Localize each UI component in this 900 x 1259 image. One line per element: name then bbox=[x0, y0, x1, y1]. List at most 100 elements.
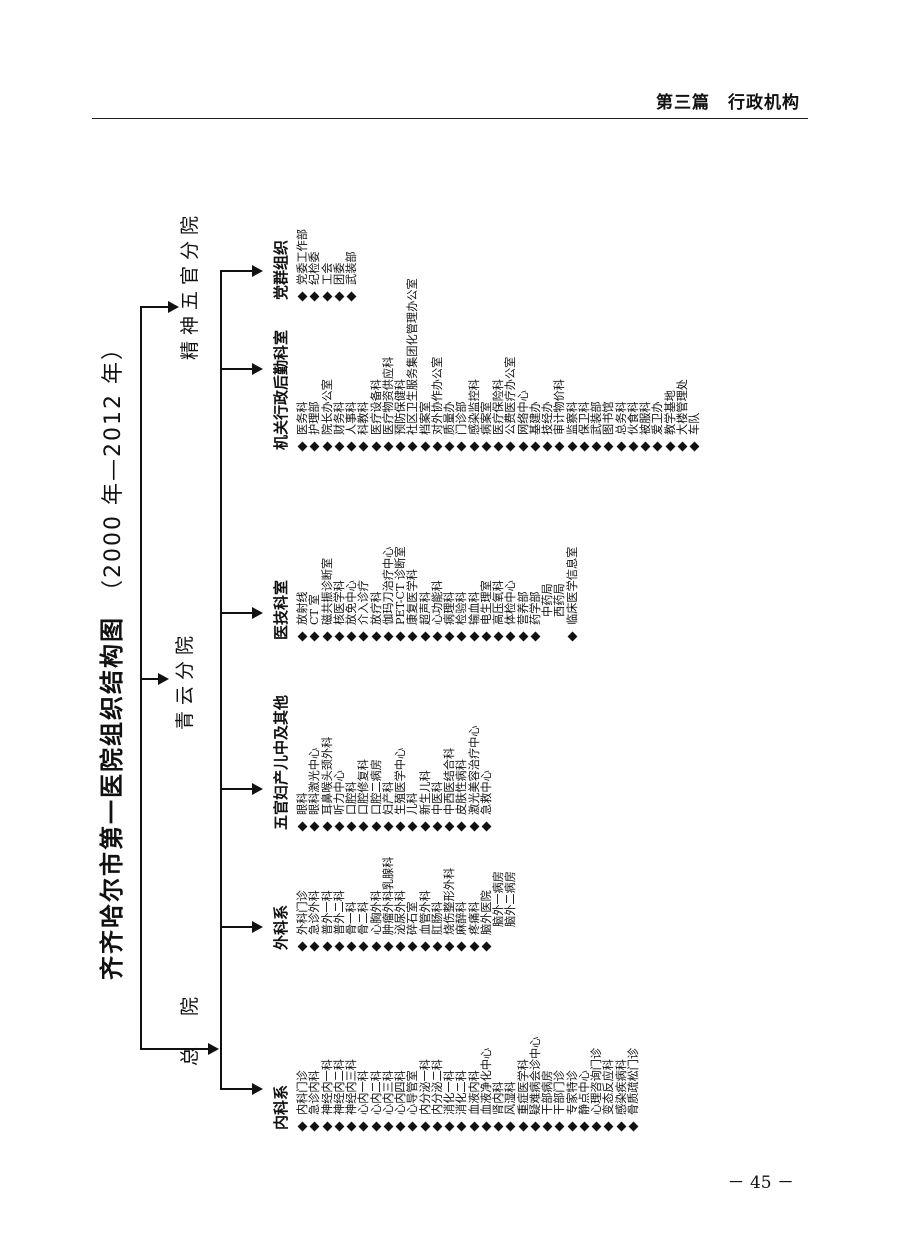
diamond-bullet-icon bbox=[591, 1121, 602, 1132]
dept-drop-3 bbox=[220, 612, 254, 614]
diamond-bullet-icon bbox=[469, 441, 479, 452]
diamond-bullet-icon bbox=[371, 631, 381, 642]
dept-item-label: 检验科 bbox=[455, 591, 469, 625]
dept-item-label: 总务科 bbox=[614, 401, 628, 435]
dept-item-label: 变态反应科 bbox=[602, 1059, 616, 1115]
diamond-bullet-icon bbox=[322, 441, 332, 452]
dept-list: 党委工作部 纪检委 工会 团委 武装部 bbox=[296, 229, 358, 302]
diamond-bullet-icon bbox=[297, 631, 308, 642]
diamond-bullet-icon bbox=[395, 631, 406, 642]
dept-item-label: 疑难病会诊中心 bbox=[528, 1036, 542, 1115]
dept-item-label: 干部门诊 bbox=[553, 1070, 567, 1115]
dept-item-label: 普外二科 bbox=[332, 890, 346, 935]
dept-item-label: 大楼管理处 bbox=[675, 379, 689, 435]
dept-item-label: 心功能科 bbox=[430, 580, 444, 625]
diamond-bullet-icon bbox=[407, 821, 418, 832]
diamond-bullet-icon bbox=[652, 441, 663, 452]
diamond-bullet-icon bbox=[309, 631, 320, 642]
diamond-bullet-icon bbox=[481, 1121, 492, 1132]
dept-arrow-0 bbox=[252, 1083, 263, 1095]
diamond-bullet-icon bbox=[616, 1121, 626, 1132]
diamond-bullet-icon bbox=[334, 291, 345, 302]
dept-item-label: 新生儿科 bbox=[418, 770, 432, 815]
chart-title: 齐齐哈尔市第一医院组织结构图 （2000 年—2012 年） bbox=[92, 336, 127, 980]
dept-item-label: 病案室 bbox=[479, 401, 493, 435]
diamond-bullet-icon bbox=[628, 1121, 639, 1132]
dept-item-label: 专家特诊 bbox=[565, 1070, 579, 1115]
dept-item-label: 保卫科 bbox=[577, 401, 591, 435]
dept-item-label: CT 室 bbox=[308, 594, 322, 625]
page-header: 第三篇 行政机构 bbox=[92, 86, 808, 119]
diamond-bullet-icon bbox=[481, 441, 492, 452]
diamond-bullet-icon bbox=[322, 941, 332, 952]
dept-item-label: 骨二科 bbox=[357, 901, 371, 935]
diamond-bullet-icon bbox=[456, 631, 467, 642]
diamond-bullet-icon bbox=[358, 1121, 369, 1132]
arrow-qingyun bbox=[158, 673, 169, 685]
diamond-bullet-icon bbox=[407, 441, 418, 452]
diamond-bullet-icon bbox=[689, 441, 700, 452]
dept-list: 外科门诊 急诊外科 普外一科 普外二科 骨一科 骨二科 心胸外科 肿瘤外科乳腺科 泌尿外科 碎石室… bbox=[296, 856, 518, 952]
dept-title: 内科系 bbox=[272, 1084, 290, 1130]
diamond-bullet-icon bbox=[456, 941, 467, 952]
diamond-bullet-icon bbox=[567, 631, 577, 642]
diamond-bullet-icon bbox=[297, 1121, 308, 1132]
dept-item-label: 网络中心 bbox=[516, 390, 530, 435]
dept-item-label: 激光美容治疗中心 bbox=[467, 725, 481, 815]
dept-item-label: 重症医学科 bbox=[516, 1059, 530, 1115]
dept-arrow-3 bbox=[252, 607, 263, 619]
dept-item-label: 医疗设备科 bbox=[369, 379, 383, 435]
diamond-bullet-icon bbox=[297, 821, 308, 832]
diamond-bullet-icon bbox=[469, 1121, 479, 1132]
diamond-bullet-icon bbox=[456, 1121, 467, 1132]
dept-item-label: 急救中心 bbox=[479, 770, 493, 815]
dept-item-label: 审计物价科 bbox=[553, 379, 567, 435]
diamond-bullet-icon bbox=[542, 1121, 553, 1132]
diamond-bullet-icon bbox=[297, 941, 308, 952]
dept-item-label: 中医科 bbox=[430, 781, 444, 815]
diamond-bullet-icon bbox=[432, 631, 443, 642]
dept-item-label: 普外一科 bbox=[320, 890, 334, 935]
dept-item-label: 营养部 bbox=[516, 591, 530, 625]
dept-internal-medicine: 内科系 内科门诊 急诊内科 神经内一科 神经内二科 神经内三科 心内一科 心内二科 心内三科心… bbox=[270, 1036, 640, 1132]
chart-title-text: 齐齐哈尔市第一医院组织结构图 bbox=[98, 616, 126, 980]
diamond-bullet-icon bbox=[322, 631, 332, 642]
diamond-bullet-icon bbox=[322, 1121, 332, 1132]
diamond-bullet-icon bbox=[420, 441, 430, 452]
dept-item-label: 社区卫生服务集团化管理办公室 bbox=[406, 278, 420, 435]
diamond-bullet-icon bbox=[383, 441, 394, 452]
diamond-bullet-icon bbox=[358, 631, 369, 642]
dept-item-label: 监察科 bbox=[565, 401, 579, 435]
dept-five-sense-obgyn-peds: 五官妇产儿中及其他 眼科 眼科激光中心 耳鼻喉头颈外科 听力中心 口腔科 口腔修复科 口腔二… bbox=[270, 695, 493, 832]
diamond-bullet-icon bbox=[628, 441, 639, 452]
diamond-bullet-icon bbox=[579, 1121, 590, 1132]
dept-drop-5 bbox=[220, 270, 254, 272]
diamond-bullet-icon bbox=[432, 441, 443, 452]
diamond-bullet-icon bbox=[444, 441, 455, 452]
diamond-bullet-icon bbox=[444, 631, 455, 642]
dept-item-label: 财务科 bbox=[332, 401, 346, 435]
diamond-bullet-icon bbox=[383, 1121, 394, 1132]
branch-qingyun: 青云分院 bbox=[174, 629, 196, 730]
diamond-bullet-icon bbox=[297, 291, 308, 302]
page-number: － 45 － bbox=[727, 1173, 794, 1193]
diamond-bullet-icon bbox=[346, 631, 357, 642]
dept-item-label: 康复医学科 bbox=[406, 569, 420, 625]
diamond-bullet-icon bbox=[309, 441, 320, 452]
diamond-bullet-icon bbox=[591, 441, 602, 452]
dept-item-label: 骨质疏松门诊 bbox=[626, 1047, 640, 1115]
section-title: 第三篇 行政机构 bbox=[656, 93, 800, 113]
dept-item-label: 肿瘤外科乳腺科 bbox=[381, 856, 395, 935]
diamond-bullet-icon bbox=[334, 941, 345, 952]
dept-item-label: 院长办公室 bbox=[320, 379, 334, 435]
dept-item-label: 基建办 bbox=[528, 401, 542, 435]
dept-item-label: 被服科 bbox=[639, 401, 652, 435]
dept-item-label: 药学部 bbox=[528, 591, 542, 625]
diamond-bullet-icon bbox=[346, 821, 357, 832]
dept-title: 党群组织 bbox=[272, 239, 290, 300]
dept-party-organizations: 党群组织 党委工作部 纪检委 工会 团委 武装部 bbox=[270, 229, 358, 302]
dept-item-label: 神经内二科 bbox=[332, 1059, 346, 1115]
arrow-zongyuan bbox=[208, 1043, 219, 1055]
diamond-bullet-icon bbox=[395, 1121, 406, 1132]
dept-list: 放射线 CT 室磁共振诊断室 核医学科 放免中心 介入诊疗 放疗科 伽玛刀治疗中心 PET-C… bbox=[296, 546, 579, 642]
